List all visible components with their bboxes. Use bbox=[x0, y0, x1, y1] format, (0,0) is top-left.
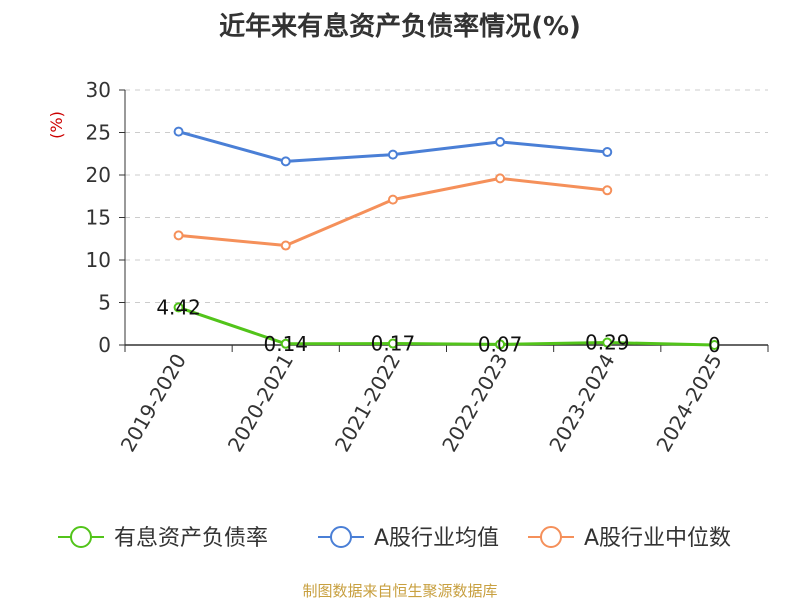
legend: 有息资产负债率 A股行业均值 A股行业中位数 bbox=[58, 526, 731, 551]
y-tick-label: 0 bbox=[98, 333, 111, 357]
legend-label: A股行业均值 bbox=[374, 526, 499, 551]
legend-item: A股行业均值 bbox=[318, 526, 499, 551]
x-tick-label: 2019-2020 bbox=[116, 350, 191, 456]
chart-title: 近年来有息资产负债率情况(%) bbox=[219, 11, 581, 42]
y-tick-label: 20 bbox=[86, 163, 111, 187]
data-point bbox=[280, 240, 291, 251]
data-point bbox=[173, 126, 184, 137]
data-point bbox=[173, 302, 184, 313]
data-label: 0.17 bbox=[371, 332, 416, 356]
legend-label: A股行业中位数 bbox=[584, 526, 731, 551]
legend-swatch-marker bbox=[540, 526, 562, 548]
series-line-2 bbox=[178, 176, 608, 248]
y-tick-label: 30 bbox=[86, 78, 111, 102]
y-tick-label: 5 bbox=[98, 291, 111, 315]
data-label: 0.14 bbox=[263, 332, 308, 356]
data-label: 4.42 bbox=[156, 295, 201, 319]
grid-lines bbox=[125, 89, 768, 303]
data-point bbox=[280, 338, 291, 349]
legend-label: 有息资产负债率 bbox=[114, 526, 268, 551]
data-point bbox=[173, 230, 184, 241]
data-point bbox=[709, 340, 720, 350]
y-tick-label: 10 bbox=[86, 248, 111, 272]
data-point bbox=[495, 173, 506, 184]
data-point bbox=[602, 185, 613, 196]
data-point bbox=[602, 337, 613, 348]
x-tick-label: 2024-2025 bbox=[651, 350, 726, 456]
data-label: 0.07 bbox=[478, 332, 523, 356]
legend-swatch-marker bbox=[70, 526, 92, 548]
source-note: 制图数据来自恒生聚源数据库 bbox=[302, 582, 497, 600]
data-labels: 4.42 0.14 0.17 0.07 0.29 0 bbox=[156, 295, 720, 357]
data-label: 0 bbox=[708, 333, 721, 357]
data-point bbox=[387, 338, 398, 349]
legend-swatch-marker bbox=[330, 526, 352, 548]
legend-item: A股行业中位数 bbox=[528, 526, 731, 551]
data-label: 0.29 bbox=[585, 331, 630, 355]
y-axis-label: (%) bbox=[47, 111, 66, 139]
legend-item: 有息资产负债率 bbox=[58, 526, 268, 551]
x-tick-label: 2023-2024 bbox=[544, 350, 619, 456]
series-lines bbox=[173, 126, 720, 350]
data-point bbox=[387, 194, 398, 205]
x-tick-label: 2021-2022 bbox=[330, 350, 405, 456]
data-point bbox=[602, 147, 613, 158]
y-tick-label: 15 bbox=[86, 206, 111, 230]
data-point bbox=[387, 149, 398, 160]
x-tick-label: 2020-2021 bbox=[223, 350, 298, 456]
data-point bbox=[495, 136, 506, 147]
y-tick-label: 25 bbox=[86, 121, 111, 145]
data-point bbox=[280, 156, 291, 167]
x-tick-label: 2022-2023 bbox=[437, 350, 512, 456]
data-point bbox=[495, 339, 506, 350]
series-line-0 bbox=[178, 306, 715, 347]
